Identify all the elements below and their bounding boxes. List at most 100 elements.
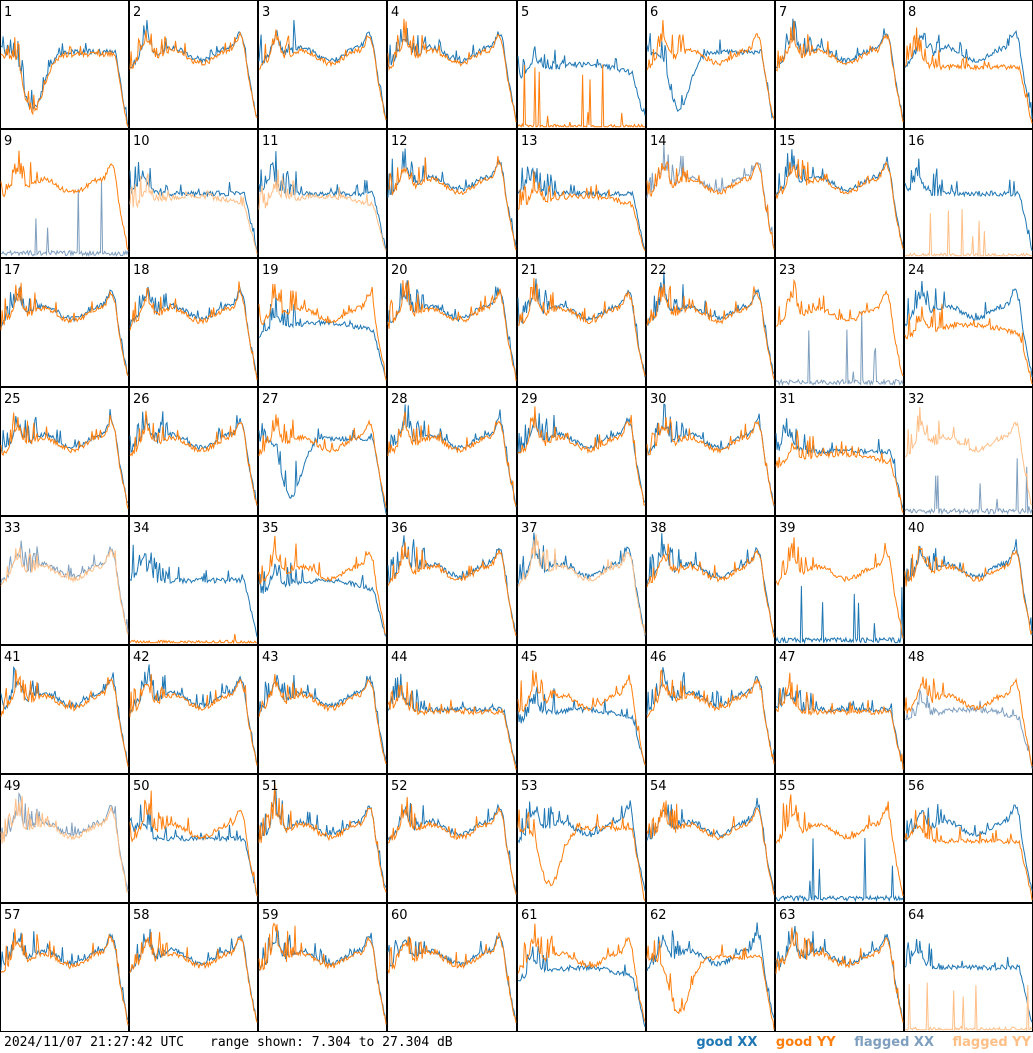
legend-flagged-xx: flagged XX <box>854 1035 934 1050</box>
series-xx-panel-24 <box>904 280 1033 378</box>
panel-label: 13 <box>521 134 538 149</box>
panel-label: 60 <box>391 908 408 923</box>
series-xx-panel-16 <box>904 158 1033 251</box>
series-yy-panel-24 <box>904 303 1033 385</box>
panel-62: 62 <box>646 903 775 1032</box>
panel-label: 2 <box>133 5 141 20</box>
panel-frame <box>775 903 904 1032</box>
panel-30: 30 <box>646 387 775 516</box>
series-xx-panel-20 <box>387 280 517 378</box>
panel-label: 15 <box>779 134 796 149</box>
panel-52: 52 <box>387 774 517 903</box>
panel-4: 4 <box>387 0 517 129</box>
panel-frame <box>387 903 517 1032</box>
panel-frame <box>258 516 387 645</box>
series-yy-panel-17 <box>0 282 129 377</box>
series-yy-panel-40 <box>904 545 1033 636</box>
footer: 2024/11/07 21:27:42 UTC range shown: 7.3… <box>0 1032 1033 1053</box>
series-yy-panel-30 <box>646 416 775 506</box>
panel-40: 40 <box>904 516 1033 645</box>
series-xx-panel-64 <box>904 939 1033 1023</box>
series-yy-panel-62 <box>646 940 775 1030</box>
series-xx-panel-18 <box>129 286 258 377</box>
legend-flagged-yy: flagged YY <box>952 1035 1032 1050</box>
panel-59: 59 <box>258 903 387 1032</box>
series-xx-panel-63 <box>775 925 904 1021</box>
series-yy-panel-39 <box>775 537 904 639</box>
panel-29: 29 <box>517 387 646 516</box>
panel-label: 20 <box>391 263 408 278</box>
series-xx-panel-6 <box>646 33 775 119</box>
panel-41: 41 <box>0 645 129 774</box>
panel-frame <box>646 387 775 516</box>
panel-frame <box>517 774 646 903</box>
panel-label: 12 <box>391 134 408 149</box>
panel-9: 9 <box>0 129 129 258</box>
legend-good-yy: good YY <box>775 1035 836 1050</box>
panel-frame <box>258 903 387 1032</box>
series-yy-panel-4 <box>387 18 517 123</box>
range-text: range shown: 7.304 to 27.304 dB <box>210 1035 453 1050</box>
series-xx-panel-34 <box>129 544 258 637</box>
panel-label: 55 <box>779 779 796 794</box>
panel-frame <box>129 903 258 1032</box>
series-yy-panel-18 <box>129 281 258 381</box>
series-yy-panel-36 <box>387 542 517 637</box>
series-yy-panel-1 <box>0 37 129 127</box>
panel-17: 17 <box>0 258 129 387</box>
panel-8: 8 <box>904 0 1033 129</box>
panel-frame <box>258 774 387 903</box>
panel-61: 61 <box>517 903 646 1032</box>
series-xx-panel-47 <box>775 687 904 766</box>
series-yy-panel-64 <box>905 982 1033 1032</box>
panel-frame <box>904 387 1033 516</box>
panel-frame <box>517 516 646 645</box>
series-yy-panel-29 <box>517 406 646 506</box>
panel-frame <box>517 258 646 387</box>
series-xx-panel-8 <box>904 30 1033 120</box>
panel-20: 20 <box>387 258 517 387</box>
panel-frame <box>0 258 129 387</box>
panel-label: 17 <box>4 263 21 278</box>
series-yy-panel-37 <box>517 534 646 635</box>
series-yy-panel-32 <box>904 406 1033 506</box>
panel-label: 27 <box>262 392 279 407</box>
series-yy-panel-31 <box>775 430 904 513</box>
panel-label: 31 <box>779 392 796 407</box>
series-xx-panel-55 <box>775 837 904 903</box>
panel-label: 14 <box>650 134 667 149</box>
series-yy-panel-16 <box>905 208 1032 258</box>
series-yy-panel-6 <box>646 19 775 120</box>
panel-frame <box>646 774 775 903</box>
series-yy-panel-27 <box>258 414 387 508</box>
series-xx-panel-32 <box>904 458 1033 516</box>
panel-13: 13 <box>517 129 646 258</box>
panel-46: 46 <box>646 645 775 774</box>
panel-31: 31 <box>775 387 904 516</box>
panel-frame <box>646 0 775 129</box>
panel-label: 42 <box>133 650 150 665</box>
series-yy-panel-55 <box>775 794 904 897</box>
series-xx-panel-49 <box>0 791 129 891</box>
panel-frame <box>258 645 387 774</box>
series-yy-panel-20 <box>387 280 517 381</box>
panel-label: 3 <box>262 5 270 20</box>
series-xx-panel-62 <box>646 922 775 1019</box>
panel-45: 45 <box>517 645 646 774</box>
panel-54: 54 <box>646 774 775 903</box>
panel-34: 34 <box>129 516 258 645</box>
panel-23: 23 <box>775 258 904 387</box>
panel-label: 26 <box>133 392 150 407</box>
panel-5: 5 <box>517 0 646 129</box>
series-yy-panel-57 <box>0 928 129 1026</box>
panel-1: 1 <box>0 0 129 129</box>
panel-51: 51 <box>258 774 387 903</box>
series-yy-panel-44 <box>387 681 517 770</box>
panel-frame <box>775 0 904 129</box>
panel-label: 48 <box>908 650 925 665</box>
series-xx-panel-9 <box>0 180 129 258</box>
panel-label: 7 <box>779 5 787 20</box>
panel-label: 19 <box>262 263 279 278</box>
panel-14: 14 <box>646 129 775 258</box>
series-xx-panel-60 <box>387 935 517 1022</box>
